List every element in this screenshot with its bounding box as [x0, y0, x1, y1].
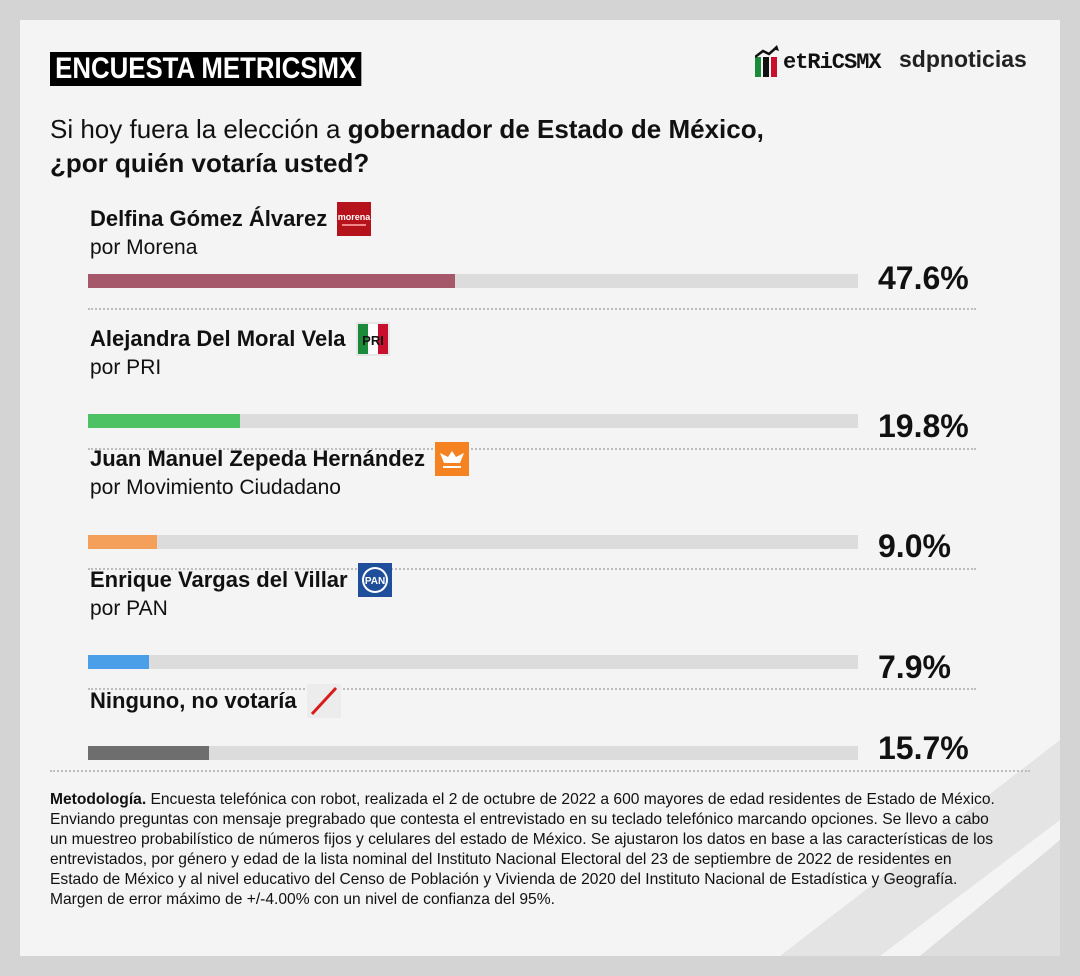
corner-decoration	[780, 740, 1060, 956]
candidate-name: Enrique Vargas del Villar	[90, 567, 348, 592]
bar-track	[88, 414, 858, 428]
candidate-name: Alejandra Del Moral Vela	[90, 326, 346, 351]
sdpnoticias-logo: sdpnoticias	[899, 46, 1027, 72]
morena-logo-icon: morena	[337, 202, 371, 236]
question: Si hoy fuera la elección a gobernador de…	[50, 112, 950, 180]
methodology-note: Metodología. Encuesta telefónica con rob…	[50, 790, 1000, 910]
morena-logo-text: morena	[338, 212, 371, 222]
methodology-text: Encuesta telefónica con robot, realizada…	[50, 791, 995, 908]
bar-fill	[88, 414, 240, 428]
candidate-party: por Movimiento Ciudadano	[90, 476, 341, 499]
metricsmx-logo: etRiCSMX	[755, 42, 882, 82]
percentage-label: 9.0%	[878, 528, 951, 564]
row-separator	[88, 448, 976, 450]
bar-fill	[88, 655, 149, 669]
question-bold-1: gobernador de Estado de México,	[347, 114, 764, 144]
candidate-party: por Morena	[90, 236, 198, 259]
candidate-name: Juan Manuel Zepeda Hernández	[90, 446, 425, 471]
candidate-party: por PAN	[90, 597, 168, 620]
bar-track	[88, 746, 858, 760]
question-bold-2: ¿por quién votaría usted?	[50, 148, 370, 178]
pan-logo-icon: PAN	[357, 563, 392, 597]
question-prefix: Si hoy fuera la elección a	[50, 114, 348, 144]
row-separator	[88, 568, 976, 570]
pri-logo-text: PRI	[362, 333, 384, 348]
metricsmx-wordmark: etRiCSMX	[783, 49, 882, 75]
bar-fill	[88, 746, 209, 760]
candidate-name: Delfina Gómez Álvarez	[90, 206, 328, 231]
header-badge: ENCUESTA METRICSMX	[50, 52, 362, 86]
percentage-label: 47.6%	[878, 260, 969, 296]
candidate-name: Ninguno, no votaría	[90, 688, 297, 713]
slash-icon	[306, 684, 341, 718]
bar-track	[88, 274, 858, 288]
infographic-card: ENCUESTA METRICSMX etRiCSMX sdpnoticias …	[20, 20, 1060, 956]
pan-logo-text: PAN	[364, 576, 384, 587]
candidate-party: por PRI	[90, 356, 162, 379]
pri-logo-icon: PRI	[355, 322, 390, 356]
percentage-label: 19.8%	[878, 408, 969, 444]
footer-separator	[50, 770, 1030, 772]
bar-track	[88, 655, 858, 669]
bar-fill	[88, 274, 455, 288]
row-separator	[88, 308, 976, 310]
methodology-label: Metodología.	[50, 791, 147, 808]
row-separator	[88, 688, 976, 690]
percentage-label: 7.9%	[878, 649, 951, 685]
movimiento-ciudadano-logo-icon	[434, 442, 469, 476]
bar-fill	[88, 535, 157, 549]
metricsmx-flag-icon	[755, 45, 779, 77]
bar-track	[88, 535, 858, 549]
percentage-label: 15.7%	[878, 730, 969, 766]
